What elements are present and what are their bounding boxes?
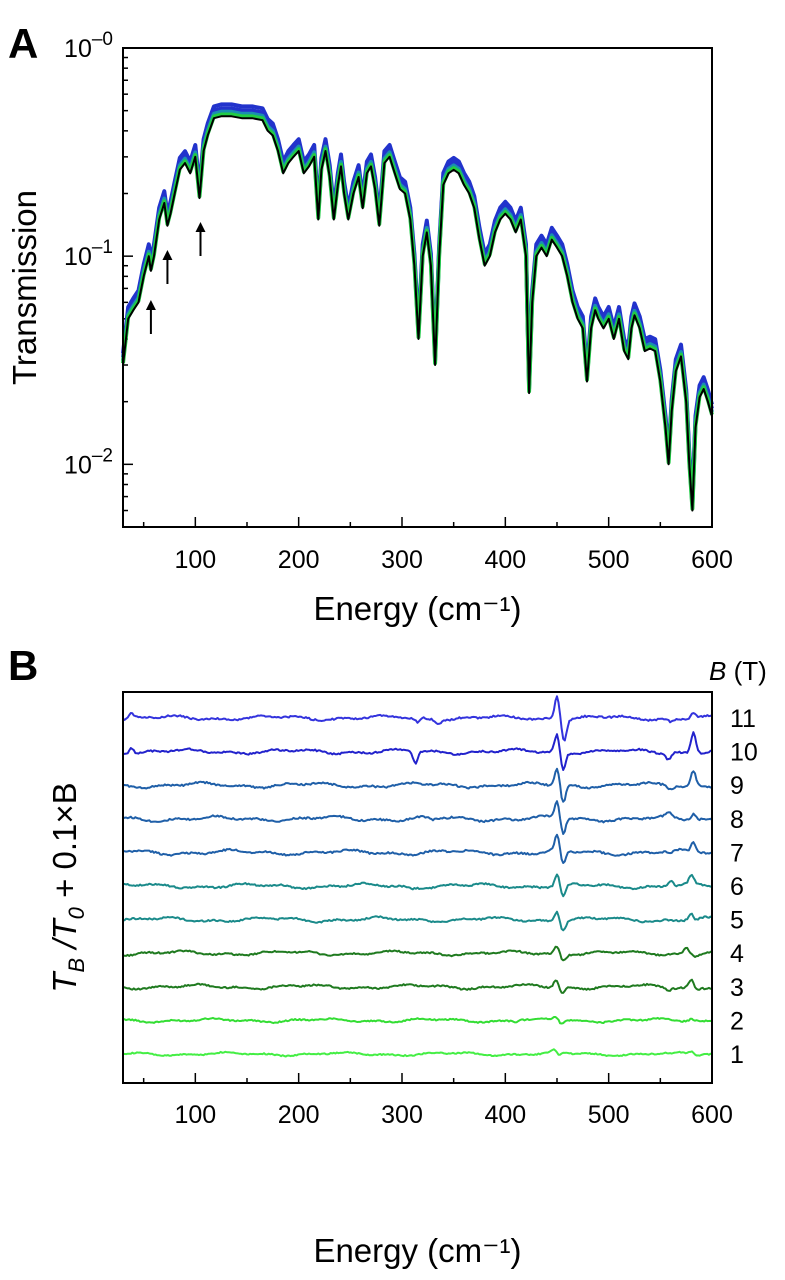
x-tick-label: 200 (278, 546, 320, 574)
y-tick-label: 10–1 (64, 237, 113, 271)
x-tick-label: 500 (588, 546, 630, 574)
legend-label-8: 8 (730, 806, 744, 834)
legend-label-4: 4 (730, 940, 744, 968)
series-8t-line (122, 800, 713, 835)
x-tick-label: 400 (484, 546, 526, 574)
series-2t-line (122, 1016, 713, 1025)
ylabel-slash-t: /T (46, 916, 83, 957)
series-7t-line (122, 833, 713, 864)
panel-b-letter: B (8, 642, 38, 689)
panel-b-x-axis-label: Energy (cm⁻¹) (313, 1232, 521, 1269)
legend-label-3: 3 (730, 974, 744, 1002)
panel-a-letter: A (8, 20, 38, 67)
panel-a-arrows (145, 222, 206, 334)
panel-a-bands (121, 102, 714, 512)
transmission-curve-layer-5 (122, 115, 713, 512)
legend-label-11: 11 (730, 705, 756, 733)
x-tick-label: 600 (691, 1101, 733, 1129)
ylabel-sub-0: 0 (64, 906, 89, 919)
series-4t-line (122, 945, 713, 962)
x-tick-label: 300 (381, 1101, 423, 1129)
legend-label-5: 5 (730, 907, 744, 935)
legend-title-unit (726, 656, 733, 686)
y-tick-label: 10–2 (64, 445, 113, 479)
series-1t-line (122, 1048, 713, 1058)
panel-b-legend-title: B (T) (709, 656, 767, 686)
panel-b-y-axis-label: TB /T0 + 0.1×B (46, 782, 89, 992)
panel-a: A 100 200 300 400 500 600 10–2 10–1 10–0 Energy … (6, 20, 733, 627)
ylabel-tail: + 0.1×B (46, 782, 83, 907)
x-tick-label: 600 (691, 546, 733, 574)
legend-label-2: 2 (730, 1007, 744, 1035)
x-tick-label: 300 (381, 546, 423, 574)
panel-b: B 100 200 300 400 500 600 Energy (cm⁻¹) TB /T… (8, 642, 767, 1269)
x-tick-label: 100 (174, 546, 216, 574)
legend-title-units: (T) (734, 656, 767, 686)
series-10t-line (122, 731, 713, 771)
legend-title-b: B (709, 656, 726, 686)
x-tick-label: 100 (174, 1101, 216, 1129)
legend-label-9: 9 (730, 772, 744, 800)
legend-label-7: 7 (730, 839, 744, 867)
panel-b-frame (122, 691, 713, 1084)
arrow-marker (162, 250, 173, 284)
series-3t-line (122, 978, 713, 994)
arrow-marker (195, 222, 206, 256)
panel-a-y-axis-label: Transmission (6, 190, 43, 385)
panel-b-legend: 1 2 3 4 5 6 7 8 9 10 11 (730, 705, 758, 1069)
x-tick-label: 200 (278, 1101, 320, 1129)
series-9t-line (122, 767, 713, 803)
legend-label-10: 10 (730, 739, 758, 767)
panel-b-series (122, 695, 713, 1058)
arrow-marker (145, 300, 156, 334)
series-6t-line (122, 873, 713, 898)
series-11t-line (122, 695, 713, 742)
panel-a-frame (122, 47, 713, 528)
panel-a-ticks: 100 200 300 400 500 600 10–2 10–1 10–0 (64, 29, 733, 574)
legend-label-1: 1 (730, 1041, 744, 1069)
y-tick-label: 10–0 (64, 29, 113, 63)
legend-label-6: 6 (730, 873, 744, 901)
ylabel-t: T (46, 970, 83, 993)
x-tick-label: 500 (588, 1101, 630, 1129)
panel-a-x-axis-label: Energy (cm⁻¹) (313, 590, 521, 627)
ylabel-sub-b: B (64, 958, 89, 973)
panel-b-ticks: 100 200 300 400 500 600 (142, 1073, 733, 1129)
x-tick-label: 400 (484, 1101, 526, 1129)
series-5t-line (122, 910, 713, 932)
